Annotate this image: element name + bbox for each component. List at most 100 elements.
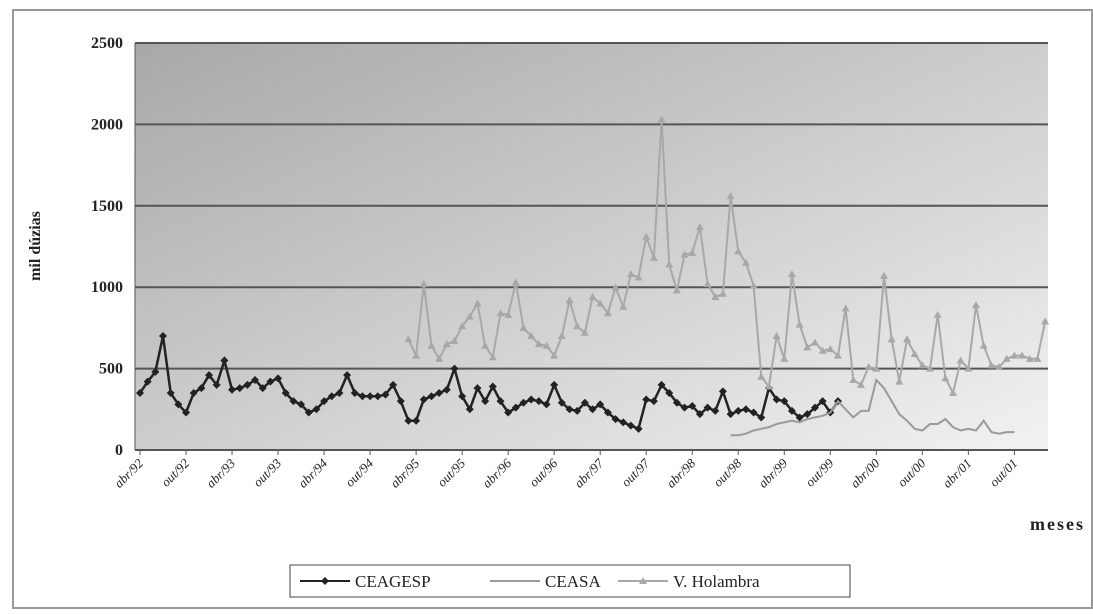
data-point [964, 364, 973, 372]
data-point [933, 310, 942, 318]
data-point [465, 405, 474, 414]
legend-label: CEAGESP [355, 572, 431, 591]
data-point [435, 354, 444, 362]
data-point [780, 354, 789, 362]
data-point [151, 367, 160, 376]
data-point [603, 309, 612, 317]
data-point [987, 361, 996, 369]
data-point [412, 351, 421, 359]
series-line [407, 119, 1047, 396]
data-point [327, 392, 336, 401]
data-point [335, 389, 344, 398]
data-point [573, 322, 582, 330]
data-point [465, 312, 474, 320]
data-point [396, 397, 405, 406]
data-point [312, 405, 321, 414]
data-point [350, 389, 359, 398]
data-point [496, 397, 505, 406]
data-point [527, 395, 536, 404]
data-point [373, 392, 382, 401]
data-point [680, 403, 689, 412]
data-point [726, 192, 735, 200]
data-point [488, 382, 497, 391]
y-tick-label: 1000 [91, 279, 123, 296]
data-point [726, 410, 735, 419]
data-point [404, 416, 413, 425]
data-point [1025, 354, 1034, 362]
data-point [197, 384, 206, 393]
data-point [381, 390, 390, 399]
legend-label: CEASA [545, 572, 601, 591]
data-point [642, 395, 651, 404]
data-point [810, 338, 819, 346]
data-point [810, 403, 819, 412]
data-point [281, 389, 290, 398]
data-point [565, 405, 574, 414]
data-point [680, 250, 689, 258]
data-point [688, 402, 697, 411]
data-point [634, 273, 643, 281]
data-point [304, 408, 313, 417]
data-point [780, 397, 789, 406]
data-point [404, 335, 413, 343]
data-point [764, 382, 773, 390]
data-point [749, 408, 758, 417]
data-point [458, 322, 467, 330]
data-point [511, 278, 520, 286]
data-point [542, 400, 551, 409]
data-point [580, 398, 589, 407]
data-point [511, 403, 520, 412]
data-point [542, 341, 551, 349]
data-point [205, 371, 214, 380]
data-point [565, 296, 574, 304]
y-tick-label: 500 [99, 361, 123, 378]
data-point [228, 385, 237, 394]
data-point [596, 400, 605, 409]
legend-marker [639, 577, 647, 584]
data-point [427, 392, 436, 401]
data-point [956, 356, 965, 364]
data-point [1010, 351, 1019, 359]
y-axis-label: mil dúzias [27, 211, 44, 281]
data-point [1018, 351, 1027, 359]
data-point [657, 380, 666, 389]
data-point [442, 385, 451, 394]
data-point [611, 283, 620, 291]
data-point [450, 364, 459, 373]
data-point [695, 410, 704, 419]
data-point [220, 356, 229, 365]
y-tick-label: 1500 [91, 198, 123, 215]
data-point [718, 289, 727, 297]
data-point [442, 340, 451, 348]
x-axis-label: meses [1030, 514, 1085, 534]
data-point [1041, 317, 1050, 325]
data-point [289, 397, 298, 406]
data-point [212, 380, 221, 389]
data-point [672, 286, 681, 294]
data-point [665, 389, 674, 398]
data-point [895, 377, 904, 385]
data-point [166, 389, 175, 398]
data-point [504, 310, 513, 318]
data-point [910, 349, 919, 357]
data-point [182, 408, 191, 417]
data-point [550, 380, 559, 389]
data-point [580, 328, 589, 336]
data-point [941, 374, 950, 382]
data-point [672, 398, 681, 407]
data-point [703, 403, 712, 412]
data-point [841, 304, 850, 312]
data-point [856, 380, 865, 388]
data-point [918, 361, 927, 369]
data-point [757, 372, 766, 380]
data-point [849, 375, 858, 383]
data-point [573, 406, 582, 415]
plot-area [135, 43, 1048, 450]
data-point [634, 424, 643, 433]
data-point [649, 397, 658, 406]
data-point [688, 249, 697, 257]
data-point [695, 222, 704, 230]
data-point [749, 281, 758, 289]
data-point [803, 343, 812, 351]
data-point [496, 309, 505, 317]
